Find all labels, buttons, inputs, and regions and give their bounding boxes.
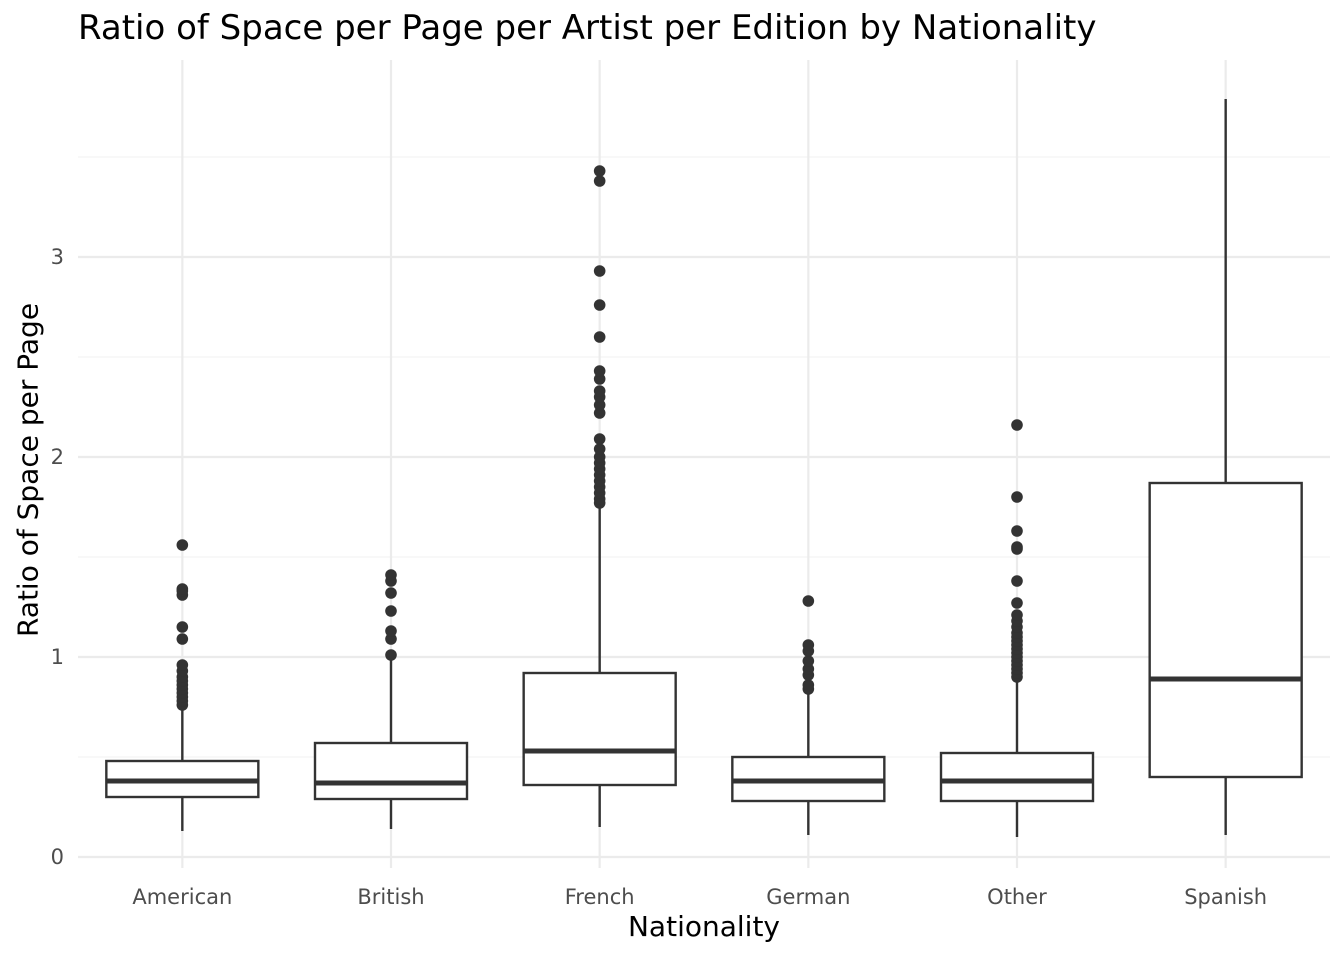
box-german xyxy=(731,595,886,835)
y-axis-title: Ratio of Space per Page xyxy=(11,302,45,638)
box-iqr xyxy=(1148,481,1303,779)
y-axis-ticks: 0 1 2 3 xyxy=(51,245,64,869)
outlier-point xyxy=(176,633,189,645)
box-british xyxy=(313,569,469,829)
box-french xyxy=(522,165,677,827)
outlier-point xyxy=(802,595,815,607)
outlier-point xyxy=(176,539,189,551)
box-spanish xyxy=(1148,99,1303,835)
outlier-point xyxy=(593,451,606,463)
outlier-point xyxy=(1011,491,1023,503)
x-tick-label: British xyxy=(357,885,424,909)
outlier-point xyxy=(176,583,189,595)
x-tick-label: French xyxy=(565,885,635,909)
outlier-point xyxy=(593,385,606,397)
outlier-point xyxy=(593,175,606,187)
outlier-point xyxy=(385,649,397,661)
outlier-point xyxy=(593,265,606,277)
grid-lines xyxy=(78,60,1330,868)
box-other xyxy=(939,419,1095,837)
outlier-point xyxy=(593,433,606,445)
outlier-point xyxy=(1011,609,1023,621)
outlier-point xyxy=(1011,541,1023,553)
outlier-point xyxy=(176,621,189,633)
outlier-point xyxy=(176,659,189,671)
box-iqr xyxy=(939,751,1095,803)
outlier-point xyxy=(593,373,606,385)
outlier-point xyxy=(1011,575,1023,587)
x-tick-label: American xyxy=(132,885,232,909)
box-iqr xyxy=(313,741,469,801)
outlier-point xyxy=(593,365,606,377)
outlier-point xyxy=(593,407,606,419)
boxes xyxy=(105,99,1303,837)
outlier-point xyxy=(802,679,815,691)
outlier-point xyxy=(385,605,397,617)
outlier-point xyxy=(593,399,606,411)
x-tick-label: German xyxy=(766,885,850,909)
outlier-point xyxy=(593,331,606,343)
outlier-point xyxy=(1011,597,1023,609)
outlier-point xyxy=(1011,419,1023,431)
outlier-point xyxy=(593,443,606,455)
y-tick-label: 2 xyxy=(51,445,64,469)
outlier-point xyxy=(802,663,815,675)
outlier-point xyxy=(593,299,606,311)
y-tick-label: 3 xyxy=(51,245,64,269)
outlier-point xyxy=(385,587,397,599)
box-iqr xyxy=(522,671,677,787)
x-axis-title: Nationality xyxy=(627,910,780,943)
outlier-point xyxy=(593,165,606,177)
outlier-point xyxy=(385,569,397,581)
outlier-point xyxy=(385,633,397,645)
box-american xyxy=(105,539,260,831)
outlier-point xyxy=(385,625,397,637)
y-tick-label: 1 xyxy=(51,645,64,669)
outlier-point xyxy=(1011,525,1023,537)
y-tick-label: 0 xyxy=(51,845,64,869)
outlier-point xyxy=(802,655,815,667)
x-axis-ticks: American British French German Other Spanish xyxy=(132,885,1267,909)
chart-title: Ratio of Space per Page per Artist per E… xyxy=(78,8,1097,48)
outlier-point xyxy=(802,639,815,651)
x-tick-label: Spanish xyxy=(1184,885,1267,909)
x-tick-label: Other xyxy=(987,885,1047,909)
